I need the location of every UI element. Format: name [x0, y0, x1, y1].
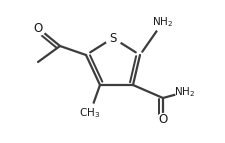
Text: NH$_2$: NH$_2$ [152, 15, 173, 29]
Text: NH$_2$: NH$_2$ [174, 85, 195, 99]
Text: S: S [109, 31, 116, 44]
Text: O: O [33, 21, 43, 34]
Text: CH$_3$: CH$_3$ [79, 106, 100, 120]
Text: O: O [158, 114, 167, 127]
